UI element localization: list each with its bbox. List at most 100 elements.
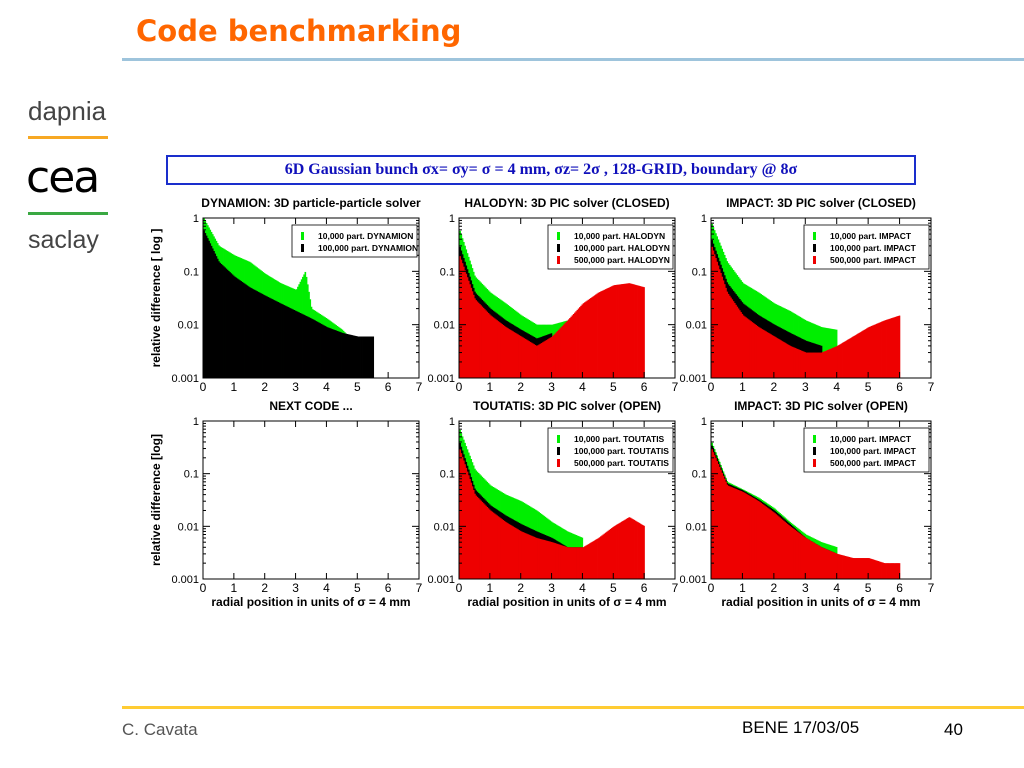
bar-2-2 <box>808 352 810 378</box>
bar-0-1 <box>260 293 262 378</box>
bar-5-2 <box>733 488 736 579</box>
bar-1-2 <box>577 308 580 378</box>
bar-1-2 <box>488 314 491 378</box>
y-tick-label: 1 <box>701 416 707 428</box>
x-tick-label: 3 <box>292 380 299 394</box>
legend-label: 10,000 part. HALODYN <box>574 231 665 241</box>
bar-1-2 <box>590 298 592 378</box>
bar-5-2 <box>882 562 884 579</box>
bar-1-2 <box>530 342 533 378</box>
bar-1-2 <box>556 331 559 378</box>
y-tick-label: 0.01 <box>178 521 199 533</box>
y-tick-label: 1 <box>449 213 455 225</box>
bar-5-2 <box>834 552 837 579</box>
bar-4-2 <box>476 496 479 579</box>
bar-5-2 <box>833 552 835 579</box>
bar-4-2 <box>609 528 612 579</box>
bar-4-2 <box>532 536 534 579</box>
bar-1-2 <box>564 323 566 378</box>
bar-0-1 <box>263 295 266 378</box>
bar-4-2 <box>562 545 565 579</box>
bar-1-2 <box>611 286 613 378</box>
bar-0-1 <box>227 270 230 378</box>
x-tick-label: 5 <box>354 581 361 595</box>
bar-4-2 <box>553 542 555 579</box>
bar-5-2 <box>717 464 720 579</box>
bar-5-2 <box>859 558 862 579</box>
bar-4-2 <box>588 543 591 579</box>
x-tick-label: 2 <box>517 380 524 394</box>
bar-0-1 <box>265 295 267 378</box>
bar-5-2 <box>769 509 771 579</box>
bar-5-2 <box>848 556 850 579</box>
legend-swatch <box>813 435 816 443</box>
bar-0-1 <box>283 305 286 378</box>
bar-0-1 <box>363 336 366 378</box>
bar-1-2 <box>467 280 470 378</box>
bar-0-1 <box>248 287 251 378</box>
bar-4-2 <box>533 536 535 579</box>
bar-0-1 <box>334 330 336 378</box>
bar-1-2 <box>562 324 565 378</box>
bar-4-2 <box>545 540 548 579</box>
bar-2-2 <box>852 336 854 378</box>
bar-5-2 <box>830 551 833 579</box>
bar-5-2 <box>889 563 892 579</box>
bar-5-2 <box>777 516 780 579</box>
bar-2-2 <box>745 317 747 378</box>
bar-0-1 <box>341 332 344 378</box>
y-tick-label: 0.1 <box>692 266 707 278</box>
bar-0-1 <box>289 308 292 378</box>
y-tick-label: 0.001 <box>427 574 455 586</box>
bar-1-2 <box>588 298 591 378</box>
bar-5-2 <box>781 519 784 579</box>
bar-1-2 <box>528 341 531 378</box>
bar-5-2 <box>767 508 770 579</box>
bar-4-2 <box>544 540 547 579</box>
plot-frame <box>710 217 932 379</box>
bar-0-1 <box>351 335 354 378</box>
x-tick-label: 2 <box>261 581 268 595</box>
bar-4-2 <box>613 526 616 579</box>
bar-4-2 <box>512 526 515 579</box>
bar-0-1 <box>204 233 207 378</box>
x-tick-label: 1 <box>487 581 494 595</box>
bar-5-2 <box>788 524 790 579</box>
x-tick-label: 7 <box>928 380 935 394</box>
bar-0-1 <box>337 331 340 378</box>
bar-0-1 <box>257 291 260 378</box>
y-tick-label: 0.001 <box>679 574 707 586</box>
bar-4-2 <box>538 538 540 579</box>
bar-4-2 <box>516 528 518 579</box>
bar-1-2 <box>477 302 480 378</box>
bar-1-2 <box>633 284 635 378</box>
bar-0-1 <box>294 310 297 378</box>
bar-5-2 <box>721 472 724 579</box>
bar-4-2 <box>611 527 613 579</box>
bar-0-1 <box>286 306 288 378</box>
bar-2-2 <box>892 317 894 378</box>
bar-2-2 <box>779 339 781 378</box>
bar-0-1 <box>324 325 326 378</box>
bar-1-2 <box>622 284 624 378</box>
bar-1-2 <box>545 340 548 378</box>
bar-4-2 <box>511 525 513 579</box>
legend-swatch <box>301 244 304 252</box>
bar-1-2 <box>571 315 574 378</box>
bar-4-2 <box>637 522 639 579</box>
bar-4-2 <box>591 541 594 579</box>
bar-0-1 <box>266 296 268 378</box>
legend-label: 10,000 part. IMPACT <box>830 434 912 444</box>
bar-5-2 <box>794 529 796 579</box>
page-number: 40 <box>944 720 963 739</box>
chart-title: HALODYN: 3D PIC solver (CLOSED) <box>464 196 669 210</box>
bar-5-2 <box>844 555 847 579</box>
bar-4-2 <box>601 535 603 579</box>
bar-2-2 <box>723 284 726 378</box>
bar-1-2 <box>619 284 622 378</box>
bar-2-2 <box>878 322 881 378</box>
bar-2-2 <box>805 352 808 378</box>
bar-0-1 <box>221 265 224 378</box>
bar-4-2 <box>554 543 556 579</box>
bar-0-1 <box>278 302 281 378</box>
